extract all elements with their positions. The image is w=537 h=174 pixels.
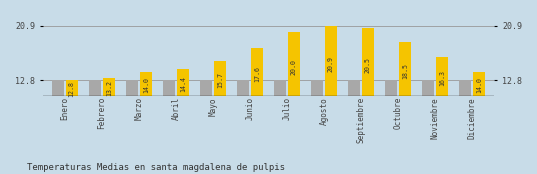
Bar xyxy=(52,80,64,96)
Bar xyxy=(126,80,138,96)
Bar xyxy=(459,80,471,96)
Text: 16.3: 16.3 xyxy=(439,70,445,86)
Bar xyxy=(349,80,360,96)
Bar xyxy=(325,26,337,96)
Bar xyxy=(66,80,78,96)
Text: 14.0: 14.0 xyxy=(143,77,149,93)
Bar xyxy=(163,80,175,96)
Bar xyxy=(473,72,485,96)
Bar xyxy=(237,80,249,96)
Bar xyxy=(177,69,188,96)
Bar xyxy=(288,32,300,96)
Text: 12.8: 12.8 xyxy=(69,81,75,97)
Text: 14.0: 14.0 xyxy=(476,77,482,93)
Bar xyxy=(140,72,151,96)
Bar xyxy=(436,57,448,96)
Bar xyxy=(399,42,411,96)
Text: 14.4: 14.4 xyxy=(180,76,186,92)
Bar xyxy=(103,78,115,96)
Text: 13.2: 13.2 xyxy=(106,80,112,96)
Bar xyxy=(200,80,212,96)
Text: 20.0: 20.0 xyxy=(291,59,297,75)
Bar xyxy=(362,29,374,96)
Text: Temperaturas Medias en santa magdalena de pulpis: Temperaturas Medias en santa magdalena d… xyxy=(27,163,285,172)
Text: 20.9: 20.9 xyxy=(328,56,334,72)
Text: 17.6: 17.6 xyxy=(254,66,260,82)
Bar xyxy=(274,80,286,96)
Text: 15.7: 15.7 xyxy=(217,72,223,88)
Bar xyxy=(214,61,226,96)
Bar xyxy=(89,80,101,96)
Bar xyxy=(311,80,323,96)
Bar xyxy=(386,80,397,96)
Bar xyxy=(251,48,263,96)
Text: 20.5: 20.5 xyxy=(365,57,371,73)
Bar xyxy=(422,80,434,96)
Text: 18.5: 18.5 xyxy=(402,64,408,80)
